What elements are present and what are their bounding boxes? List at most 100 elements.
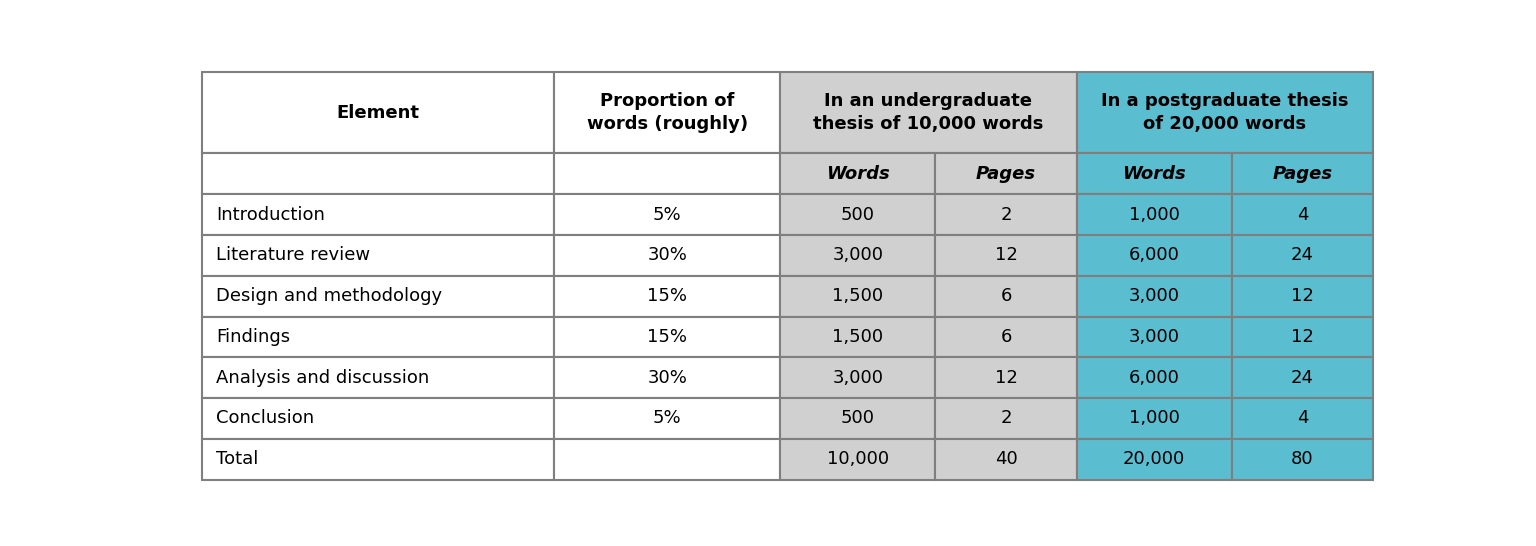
- Text: 12: 12: [1290, 287, 1313, 305]
- Text: 1,000: 1,000: [1129, 410, 1180, 428]
- Text: Proportion of
words (roughly): Proportion of words (roughly): [587, 92, 748, 133]
- Text: 12: 12: [994, 369, 1017, 387]
- Text: 4: 4: [1296, 410, 1309, 428]
- Bar: [554, 398, 780, 439]
- Text: 3,000: 3,000: [833, 246, 883, 264]
- Bar: [780, 153, 935, 194]
- Text: 12: 12: [994, 246, 1017, 264]
- Bar: [935, 317, 1077, 357]
- Text: 40: 40: [995, 450, 1017, 468]
- Bar: [935, 235, 1077, 276]
- Text: 500: 500: [840, 410, 876, 428]
- Text: 6,000: 6,000: [1129, 246, 1180, 264]
- Bar: [1077, 194, 1232, 235]
- Text: 6: 6: [1000, 328, 1012, 346]
- Text: 24: 24: [1290, 369, 1313, 387]
- Text: 3,000: 3,000: [1129, 287, 1180, 305]
- Bar: [935, 357, 1077, 398]
- Bar: [935, 276, 1077, 317]
- Bar: [1077, 398, 1232, 439]
- Bar: [935, 398, 1077, 439]
- Text: 6,000: 6,000: [1129, 369, 1180, 387]
- Text: 3,000: 3,000: [1129, 328, 1180, 346]
- Text: Analysis and discussion: Analysis and discussion: [215, 369, 429, 387]
- Bar: [1232, 357, 1373, 398]
- Bar: [1232, 439, 1373, 479]
- Bar: [1077, 235, 1232, 276]
- Bar: [201, 398, 554, 439]
- Text: 15%: 15%: [647, 287, 687, 305]
- Text: Words: Words: [1123, 165, 1186, 183]
- Bar: [780, 276, 935, 317]
- Text: 5%: 5%: [653, 410, 682, 428]
- Bar: [554, 317, 780, 357]
- Bar: [1232, 398, 1373, 439]
- Bar: [554, 276, 780, 317]
- Text: Total: Total: [215, 450, 258, 468]
- Text: 1,000: 1,000: [1129, 205, 1180, 223]
- Bar: [201, 317, 554, 357]
- Bar: [1077, 72, 1373, 153]
- Bar: [201, 153, 554, 194]
- Text: 20,000: 20,000: [1123, 450, 1186, 468]
- Bar: [554, 357, 780, 398]
- Text: 2: 2: [1000, 410, 1012, 428]
- Text: 12: 12: [1290, 328, 1313, 346]
- Text: Findings: Findings: [215, 328, 290, 346]
- Text: 4: 4: [1296, 205, 1309, 223]
- Text: Conclusion: Conclusion: [215, 410, 313, 428]
- Bar: [201, 194, 554, 235]
- Bar: [554, 194, 780, 235]
- Bar: [201, 439, 554, 479]
- Text: 3,000: 3,000: [833, 369, 883, 387]
- Text: Pages: Pages: [975, 165, 1035, 183]
- Bar: [1077, 153, 1232, 194]
- Bar: [780, 235, 935, 276]
- Text: Pages: Pages: [1272, 165, 1332, 183]
- Bar: [1232, 317, 1373, 357]
- Text: Introduction: Introduction: [215, 205, 324, 223]
- Bar: [201, 235, 554, 276]
- Text: 1,500: 1,500: [833, 287, 883, 305]
- Bar: [554, 72, 780, 153]
- Text: Words: Words: [826, 165, 889, 183]
- Text: Literature review: Literature review: [215, 246, 370, 264]
- Text: 24: 24: [1290, 246, 1313, 264]
- Bar: [1232, 194, 1373, 235]
- Bar: [1232, 276, 1373, 317]
- Text: 15%: 15%: [647, 328, 687, 346]
- Text: 80: 80: [1290, 450, 1313, 468]
- Text: In a postgraduate thesis
of 20,000 words: In a postgraduate thesis of 20,000 words: [1101, 92, 1349, 133]
- Bar: [1077, 276, 1232, 317]
- Text: 30%: 30%: [647, 246, 687, 264]
- Text: 5%: 5%: [653, 205, 682, 223]
- Bar: [201, 276, 554, 317]
- Text: Element: Element: [336, 104, 419, 122]
- Bar: [201, 357, 554, 398]
- Bar: [1077, 317, 1232, 357]
- Text: 2: 2: [1000, 205, 1012, 223]
- Bar: [935, 153, 1077, 194]
- Bar: [554, 153, 780, 194]
- Bar: [780, 439, 935, 479]
- Bar: [1077, 357, 1232, 398]
- Text: Design and methodology: Design and methodology: [215, 287, 442, 305]
- Bar: [780, 398, 935, 439]
- Bar: [1077, 439, 1232, 479]
- Bar: [935, 194, 1077, 235]
- Bar: [1232, 235, 1373, 276]
- Text: In an undergraduate
thesis of 10,000 words: In an undergraduate thesis of 10,000 wor…: [813, 92, 1043, 133]
- Bar: [780, 194, 935, 235]
- Bar: [935, 439, 1077, 479]
- Text: 500: 500: [840, 205, 876, 223]
- Text: 10,000: 10,000: [826, 450, 889, 468]
- Bar: [201, 72, 554, 153]
- Bar: [780, 72, 1077, 153]
- Bar: [780, 317, 935, 357]
- Bar: [554, 439, 780, 479]
- Text: 6: 6: [1000, 287, 1012, 305]
- Text: 1,500: 1,500: [833, 328, 883, 346]
- Text: 30%: 30%: [647, 369, 687, 387]
- Bar: [1232, 153, 1373, 194]
- Bar: [780, 357, 935, 398]
